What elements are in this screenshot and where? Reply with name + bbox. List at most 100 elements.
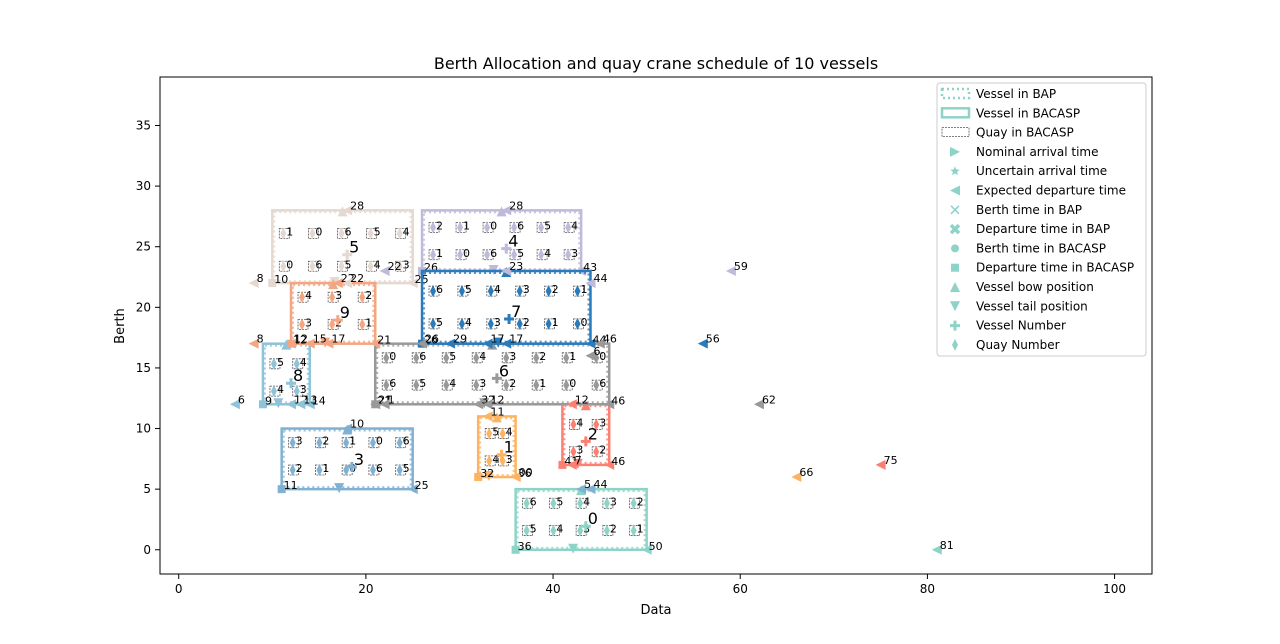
quay-crane-box: [411, 379, 423, 391]
expected-departure-marker: [407, 484, 418, 495]
quay-crane-box: [327, 291, 339, 303]
time-label: 46: [611, 455, 625, 468]
time-point: 26: [417, 333, 439, 349]
time-point-label: 28: [350, 199, 364, 212]
quay-number-marker: [577, 497, 584, 510]
quay-number-marker: [383, 351, 390, 364]
time-point: 46: [594, 333, 617, 349]
time-label: 32: [480, 467, 494, 480]
quay-crane-box: [428, 222, 440, 233]
vessel-group: 0 6 5 4 3 2 1 06 5 4 3 2 1 0 621 466: [371, 339, 625, 410]
quay-number-label: 3: [571, 247, 578, 260]
time-point-label: 23: [509, 260, 523, 273]
time-point: 23: [501, 260, 523, 276]
quay-number-label: 0: [389, 350, 396, 363]
time-marker: [501, 265, 512, 276]
quay-number-label: 4: [374, 258, 381, 271]
quay-number-label: 6: [315, 258, 322, 271]
time-point: 6: [585, 345, 600, 361]
time-point-label: 6: [238, 393, 245, 406]
expected-departure-marker: [370, 338, 381, 349]
quay-number-label: 0: [376, 435, 383, 448]
legend-icon: [951, 244, 959, 253]
quay-number-label: 5: [403, 462, 410, 475]
expected-departure-marker: [641, 544, 652, 555]
quay-number-marker: [630, 497, 637, 510]
quay-crane-box: [455, 222, 467, 233]
time-point: 59: [725, 260, 748, 276]
quay-number-label: 3: [305, 317, 312, 330]
legend-label: Departure time in BACASP: [976, 261, 1134, 275]
time-marker: [725, 265, 736, 276]
time-marker: [295, 399, 306, 410]
quay-number-marker: [570, 418, 577, 431]
quay-crane-box: [602, 497, 614, 509]
legend-entry: Berth time in BAP: [950, 203, 1082, 217]
quay-crane-box: [395, 260, 407, 272]
quay-crane-box: [573, 318, 584, 330]
quay-crane-box: [522, 525, 534, 536]
quay-number-label: 5: [492, 426, 499, 439]
vessel-bow-marker: [337, 206, 348, 217]
quay-crane-box: [411, 352, 423, 364]
legend-label: Departure time in BAP: [976, 222, 1110, 236]
time-point: 12: [482, 393, 505, 410]
time-marker: [370, 399, 381, 410]
time-point-label: 15: [313, 333, 327, 346]
quay-number-label: 6: [517, 219, 524, 232]
quay-number-label: 1: [569, 350, 576, 363]
quay-crane-box: [337, 228, 348, 239]
quay-number-marker: [545, 285, 552, 298]
quay-crane-box: [484, 455, 496, 467]
y-tick-label: 0: [143, 543, 151, 557]
quay-number-label: 5: [374, 226, 381, 239]
vessel-bap-rect: [273, 211, 412, 283]
vessel-bow-marker: [491, 412, 502, 423]
quay-crane-box: [498, 428, 510, 439]
quay-number-label: 1: [580, 283, 587, 296]
quay-number-marker: [487, 285, 494, 298]
time-marker: [417, 338, 428, 349]
time-marker: [585, 484, 596, 495]
quay-number-marker: [369, 436, 376, 449]
vessel-number-marker: [286, 378, 297, 389]
vessel-tail-marker: [483, 471, 494, 482]
quay-number-label: 6: [389, 377, 396, 390]
y-tick-label: 10: [136, 422, 151, 436]
time-point-label: 22: [350, 272, 364, 285]
quay-number-label: 1: [637, 523, 644, 536]
berth-time-bacasp-marker: [268, 279, 277, 288]
quay-number-marker: [430, 285, 437, 298]
expected-departure-marker: [585, 338, 596, 349]
quay-number-marker: [430, 317, 437, 330]
time-label: 12: [293, 334, 307, 347]
time-point: 12: [566, 393, 589, 410]
quay-number-marker: [563, 379, 570, 392]
time-label: 21: [377, 334, 391, 347]
legend-label: Berth time in BAP: [976, 203, 1082, 217]
quay-crane-box: [368, 464, 380, 476]
x-tick-label: 100: [1103, 582, 1126, 596]
x-tick-label: 80: [920, 582, 935, 596]
quay-number-label: 4: [277, 383, 284, 396]
time-marker: [304, 338, 315, 349]
quay-crane-box: [531, 352, 543, 364]
quay-number-marker: [270, 385, 277, 398]
legend-entry: Departure time in BACASP: [951, 261, 1134, 275]
quay-number-label: 4: [479, 350, 486, 363]
quay-crane-box: [482, 222, 494, 233]
legend-icon: [952, 338, 958, 351]
quay-crane-box: [509, 249, 521, 261]
quay-number-marker: [289, 436, 296, 449]
time-point-label: 66: [799, 466, 813, 479]
quay-number-marker: [458, 317, 465, 330]
time-point: 44: [585, 478, 607, 495]
time-label: 9: [265, 394, 272, 407]
quay-crane-box: [269, 385, 281, 397]
quay-number-marker: [630, 524, 637, 537]
quay-crane-box: [471, 379, 483, 391]
time-point: 5: [576, 478, 591, 495]
quay-crane-box: [484, 428, 496, 439]
quay-crane-box: [515, 285, 527, 297]
quay-number-label: 4: [300, 356, 307, 369]
